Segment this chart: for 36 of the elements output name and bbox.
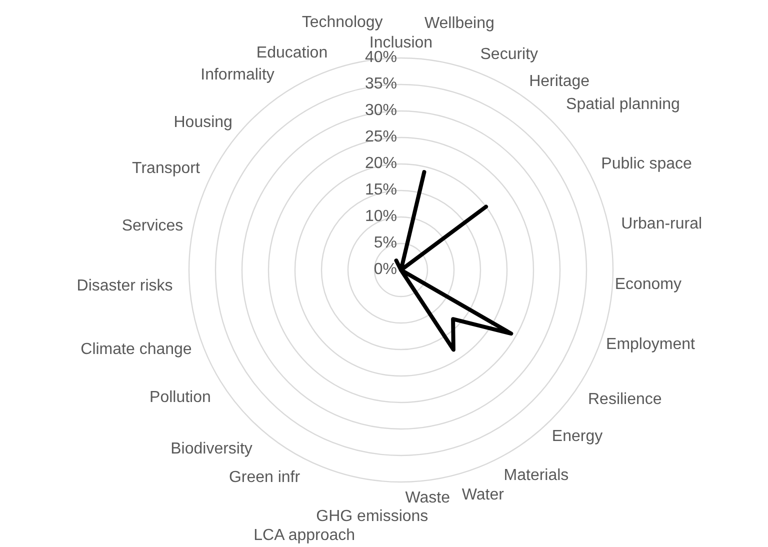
y-tick-label: 35%	[364, 76, 397, 93]
spoke-label: Employment	[606, 336, 696, 354]
spoke-label: Transport	[132, 160, 200, 178]
spoke-label: Waste	[405, 489, 450, 506]
spoke-label: Public space	[601, 156, 692, 173]
spoke-label: Spatial planning	[566, 96, 680, 114]
spoke-label: Biodiversity	[170, 440, 252, 458]
spoke-label: Materials	[504, 467, 569, 484]
spoke-label: Wellbeing	[424, 14, 494, 32]
y-tick-label: 25%	[364, 128, 397, 146]
y-tick-label: 20%	[364, 155, 397, 172]
spoke-label: Urban-rural	[621, 216, 702, 233]
spoke-label: Disaster risks	[76, 278, 173, 295]
y-tick-label: 0%	[374, 261, 397, 278]
y-tick-label: 30%	[364, 102, 397, 120]
spoke-label: Housing	[174, 114, 232, 132]
y-tick-label: 10%	[364, 208, 397, 226]
spoke-label: Services	[122, 218, 184, 235]
spoke-label: LCA approach	[254, 526, 356, 544]
spoke-label: Climate change	[80, 340, 192, 358]
y-tick-label: 40%	[364, 49, 397, 66]
spoke-label: Energy	[552, 428, 603, 445]
spoke-label: Inclusion	[369, 34, 433, 52]
spoke-label: Informality	[200, 66, 274, 84]
spoke-label: Resilience	[588, 390, 662, 408]
spoke-label: Security	[480, 46, 538, 64]
spoke-label: Water	[462, 486, 505, 504]
spoke-label: Heritage	[529, 72, 590, 90]
y-tick-label: 15%	[364, 182, 397, 199]
spoke-label: Technology	[302, 14, 383, 32]
y-tick-label: 5%	[374, 234, 397, 252]
spoke-label: Pollution	[150, 388, 211, 406]
spoke-label: Green infr	[228, 469, 301, 486]
spoke-label: Economy	[614, 276, 682, 293]
spoke-label: Education	[256, 44, 328, 62]
spoke-label: GHG emissions	[316, 508, 428, 526]
